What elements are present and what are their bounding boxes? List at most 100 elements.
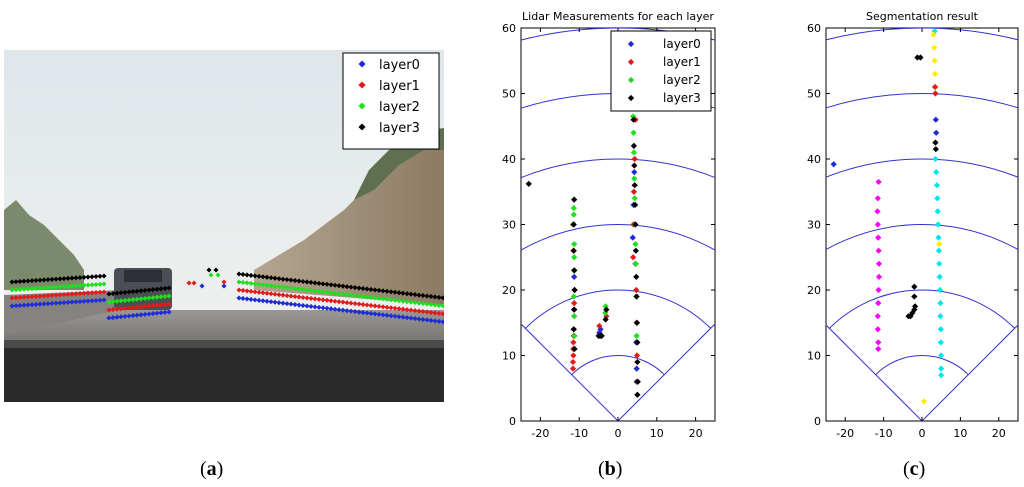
photo-point-layer1 [93,289,99,296]
photo-point-layer1 [41,293,47,299]
y-tick-label: 30 [807,219,821,232]
range-arc [826,224,1018,251]
photo-point-layer0 [328,306,334,312]
y-tick-label: 0 [814,415,821,428]
photo-point-layer2 [300,286,306,293]
photo-point-layer1 [154,302,160,308]
y-tick-label: 40 [502,153,516,166]
photo-point-layer1 [69,291,75,297]
photo-point-layer0 [432,318,438,324]
photo-legend-label-layer0: layer0 [379,58,420,73]
photo-point-layer2 [292,286,298,292]
photo-point-layer0 [436,318,442,324]
y-tick-label: 50 [502,88,516,101]
photo-point-layer1 [252,289,258,295]
x-tick-label: 0 [919,427,926,440]
range-arc [826,93,1018,109]
y-tick-label: 50 [807,88,821,101]
photo-point-layer0 [65,299,71,305]
point-magenta [875,247,882,254]
photo-legend-marker-layer2 [358,102,366,110]
photo-point-layer1 [65,291,71,297]
photo-point-layer2 [150,295,156,301]
photo-point-layer0 [150,311,156,317]
photo-point-layer1 [360,301,366,308]
photo-point-layer2 [304,287,310,293]
photo-point-layer0 [316,304,322,310]
axes: -20 -10 0 10 20 0 10 20 30 40 50 60 [807,22,1018,440]
photo-point-layer2 [146,295,152,301]
photo-point-layer3 [166,285,172,291]
photo-point-layer2 [236,279,242,285]
photo-point-layer3 [21,278,27,284]
photo-point-layer1 [404,307,410,313]
photo-legend-marker-layer1 [358,81,366,89]
photo-point-layer0 [280,300,286,306]
photo-point-layer2 [138,296,144,302]
photo-point-layer0 [320,305,326,311]
photo-point-layer0 [408,315,414,321]
photo-point-layer3 [244,272,250,278]
fov-edge-left [826,324,923,421]
photo-point-layer1 [17,294,23,301]
photo-point-layer2 [118,298,124,304]
caption-c: (c) [903,458,926,480]
x-tick-label: -20 [836,427,854,440]
y-tick-label: 20 [502,284,516,297]
range-arc [521,224,715,251]
point-layer1 [931,83,939,91]
photo-point-layer2 [25,286,31,292]
photo-legend-label-layer1: layer1 [379,79,420,94]
photo-point-layer3 [236,271,242,277]
photo-point-layer0 [288,301,294,307]
dashboard-top [4,340,444,348]
photo-legend-label-layer2: layer2 [379,100,420,115]
y-tick-label: 60 [502,22,516,35]
range-arc [571,355,665,376]
photo-point-layer2 [248,280,254,286]
photo-point-layer0 [138,312,144,318]
photo-point-layer3 [292,278,298,284]
photo-point-layer1 [284,293,290,299]
x-tick-label: 10 [953,427,967,440]
y-tick-label: 60 [807,22,821,35]
photo-point-layer0 [324,305,330,311]
photo-point-layer2 [280,284,286,290]
photo-point-layer2 [166,293,172,299]
photo-point-layer2 [134,296,140,302]
photo-point-layer0 [252,297,258,303]
photo-point-layer2 [288,285,294,291]
photo-point-layer0 [336,307,342,313]
x-tick-label: -10 [875,427,893,440]
caption-a: (a) [200,458,224,480]
photo-point-layer1 [304,295,310,301]
photo-point-layer0 [312,304,318,310]
photo-point-layer0 [424,317,430,323]
chart-legend: layer0 layer1 layer2 layer3 [610,30,712,112]
photo-point-layer1 [428,309,434,316]
photo-point-layer0 [388,313,394,319]
photo-point-layer1 [186,280,192,286]
photo-point-layer1 [424,309,430,315]
photo-point-layer1 [110,307,116,313]
photo-point-layer1 [432,310,438,316]
photo-legend-marker-layer0 [358,60,366,68]
photo-point-layer0 [236,295,242,301]
photo-point-layer0 [21,302,27,308]
photo-point-layer2 [158,294,164,300]
photo-point-layer1 [280,292,286,298]
photo-point-layer0 [344,308,350,314]
photo-point-layer1 [25,294,31,300]
y-tick-label: 30 [502,219,516,232]
point-magenta [874,221,881,228]
photo-point-layer0 [332,306,338,312]
photo-point-layer1 [114,306,120,312]
photo-point-layer0 [352,309,358,315]
photo-point-layer0 [166,309,172,315]
y-tick-label: 20 [807,284,821,297]
photo-point-layer0 [292,302,298,308]
photo-point-layer1 [221,279,227,285]
photo-point-layer2 [69,283,75,289]
photo-point-layer3 [158,286,164,292]
photo-point-layer0 [368,310,374,316]
